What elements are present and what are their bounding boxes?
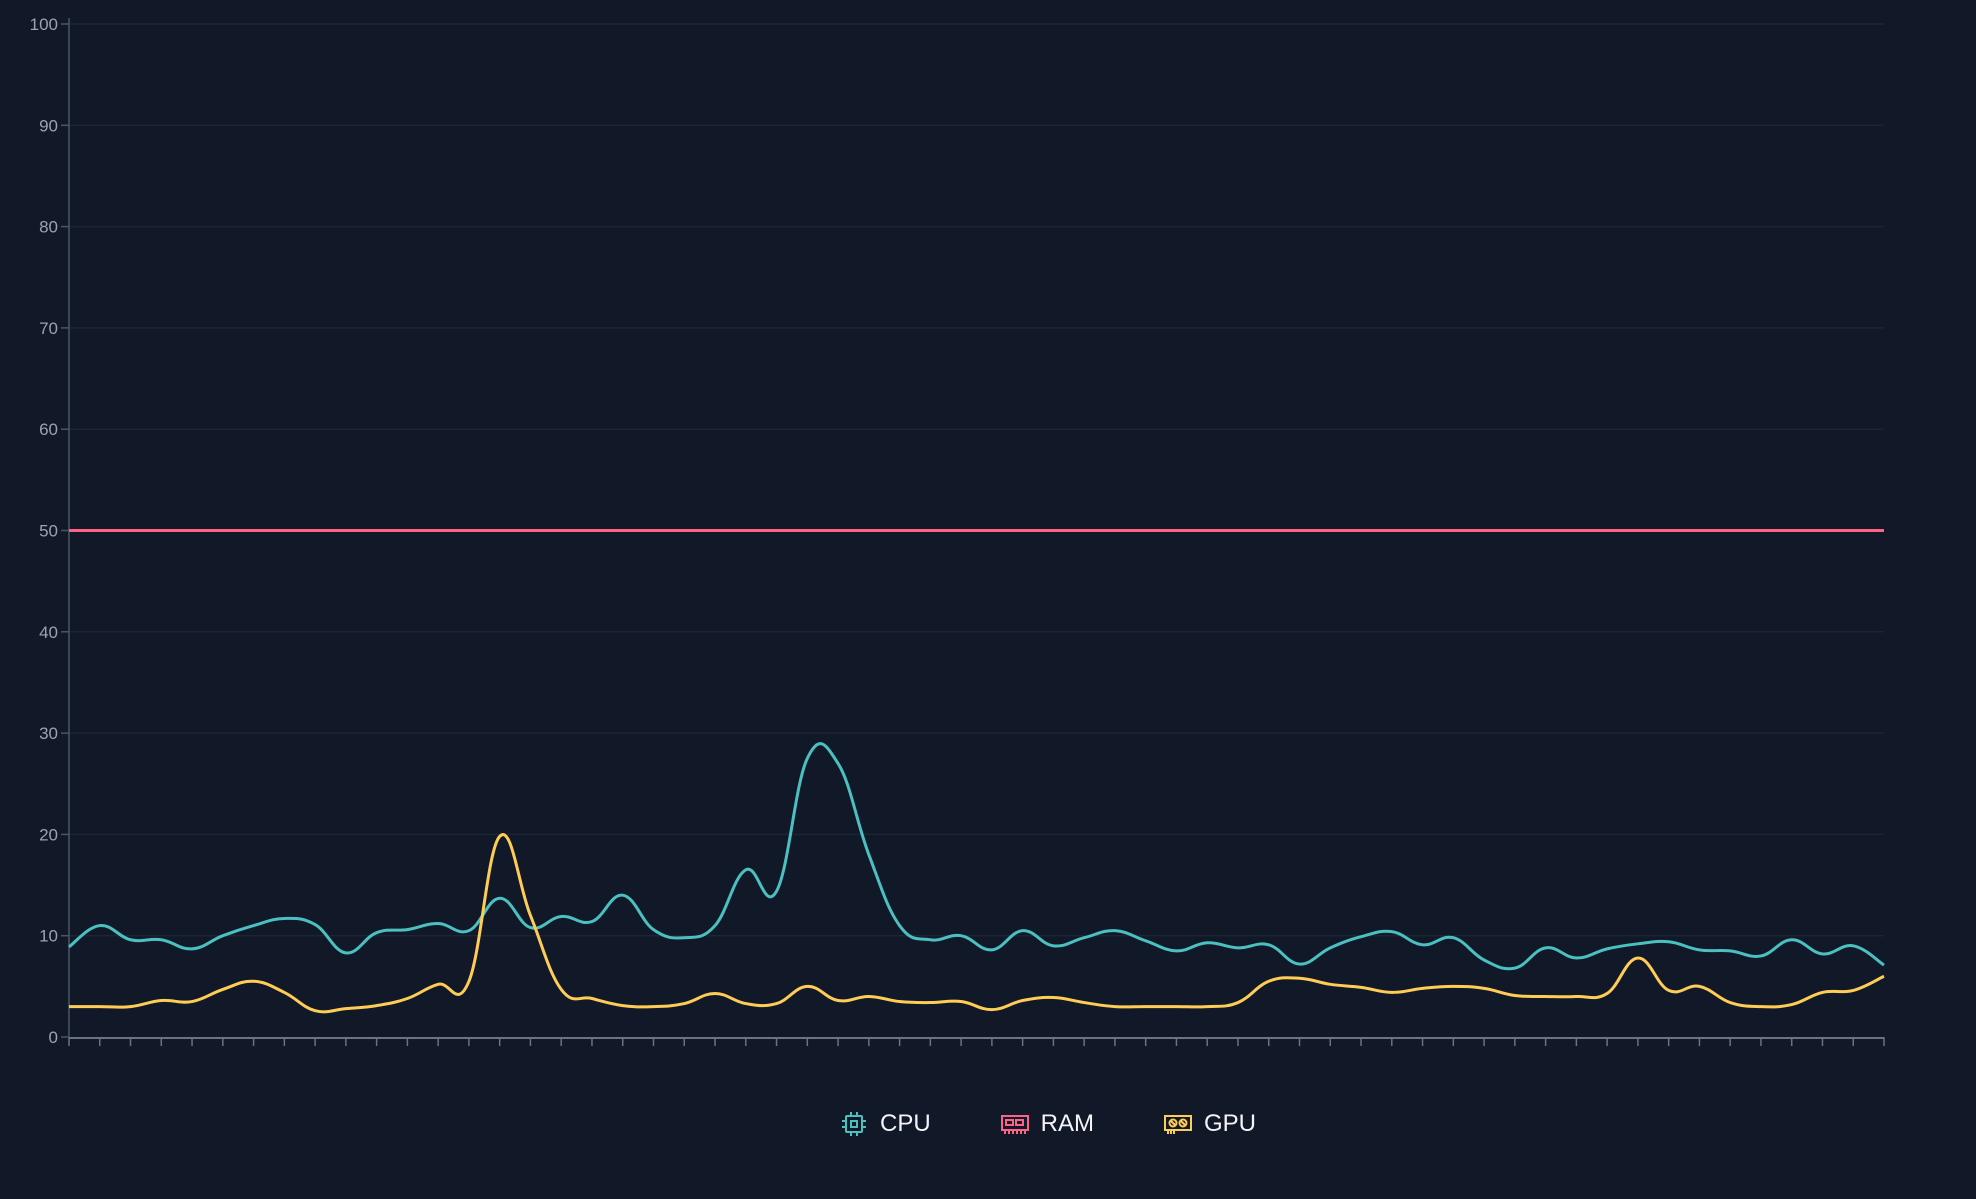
legend: CPU RAM GPU [0, 1110, 1976, 1138]
y-tick-label: 90 [39, 116, 58, 135]
memory-icon [1000, 1115, 1029, 1134]
y-tick-label: 100 [30, 15, 58, 34]
grid-lines [69, 23, 1884, 937]
y-axis-ticks: 0 10 20 30 40 50 60 70 80 90 100 [30, 15, 69, 1047]
cpu-icon [841, 1112, 866, 1136]
y-tick-label: 70 [39, 319, 58, 338]
y-tick-label: 30 [39, 724, 58, 743]
legend-label-cpu: CPU [879, 1110, 931, 1137]
legend-label-gpu: GPU [1204, 1110, 1257, 1137]
series-line-gpu [69, 833, 1885, 1014]
y-tick-label: 20 [39, 825, 58, 844]
legend-item-cpu[interactable]: CPU [840, 1110, 931, 1138]
y-tick-label: 10 [39, 927, 58, 946]
series-line-cpu [68, 742, 1885, 971]
gpu-icon [1164, 1115, 1192, 1134]
legend-item-gpu[interactable]: GPU [1164, 1110, 1256, 1138]
legend-item-ram[interactable]: RAM [1000, 1110, 1094, 1138]
y-tick-label: 40 [39, 623, 58, 642]
y-tick-label: 60 [39, 420, 58, 439]
y-tick-label: 50 [39, 522, 58, 541]
series-lines [68, 528, 1885, 1014]
y-tick-label: 80 [39, 218, 58, 237]
y-tick-label: 0 [49, 1028, 58, 1047]
legend-label-ram: RAM [1040, 1110, 1094, 1137]
